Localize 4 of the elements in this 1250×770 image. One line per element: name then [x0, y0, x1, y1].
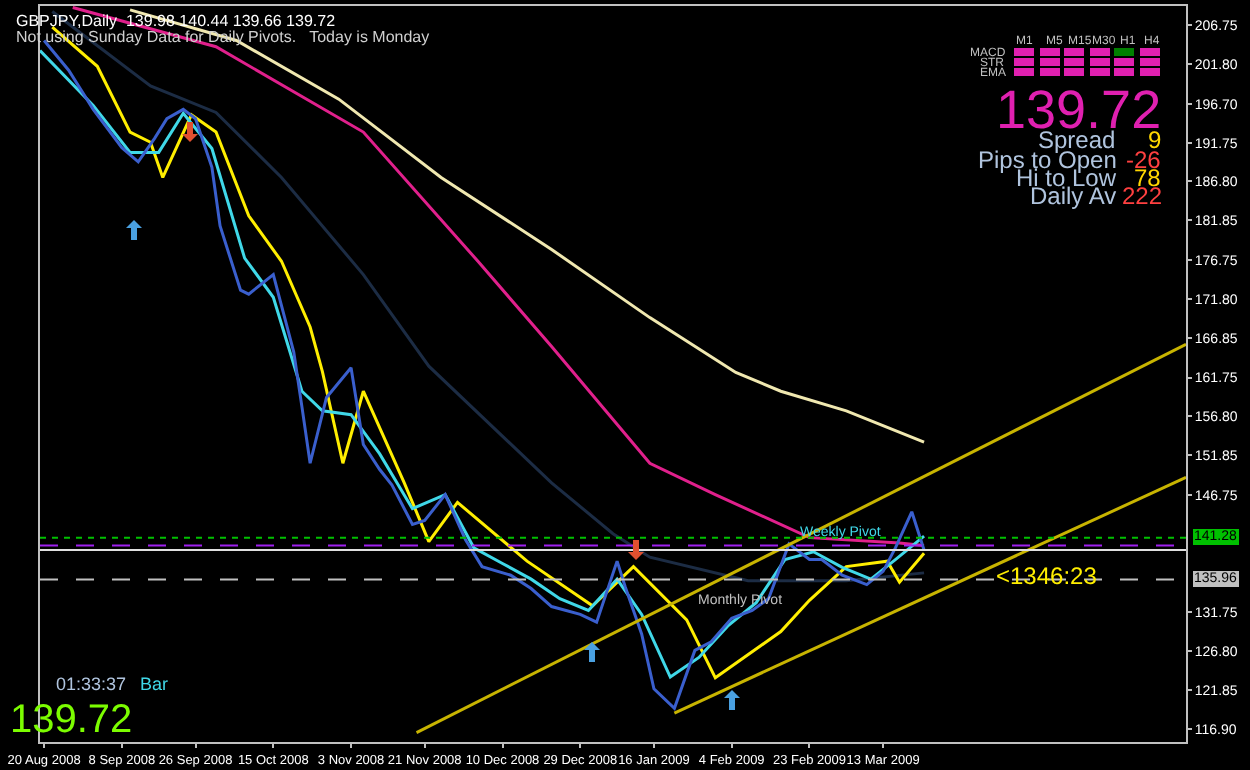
annotation: Bar: [140, 674, 169, 694]
annotation: <1346:23: [996, 562, 1098, 590]
annotation: 01:33:37: [56, 674, 127, 694]
annotation: 9: [1148, 126, 1162, 154]
